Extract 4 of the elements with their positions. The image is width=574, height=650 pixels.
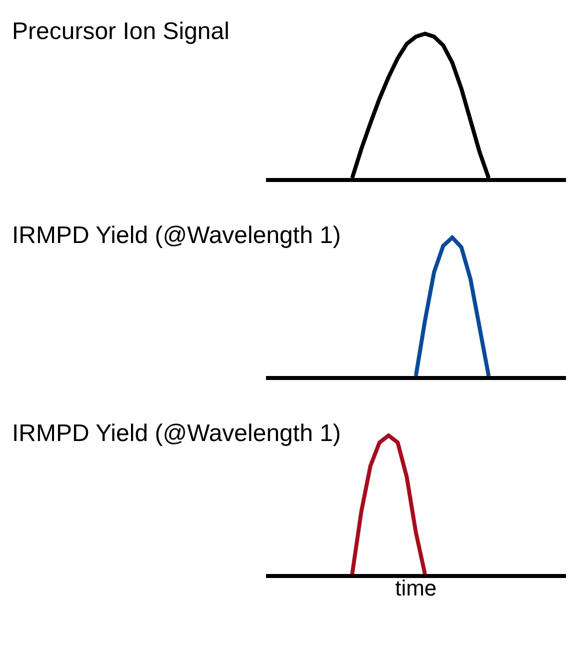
chart-title: IRMPD Yield (@Wavelength 1) bbox=[12, 420, 341, 447]
chart-title: IRMPD Yield (@Wavelength 1) bbox=[12, 222, 341, 249]
x-axis-title: time bbox=[395, 575, 437, 600]
chart-title: Precursor Ion Signal bbox=[12, 18, 230, 45]
